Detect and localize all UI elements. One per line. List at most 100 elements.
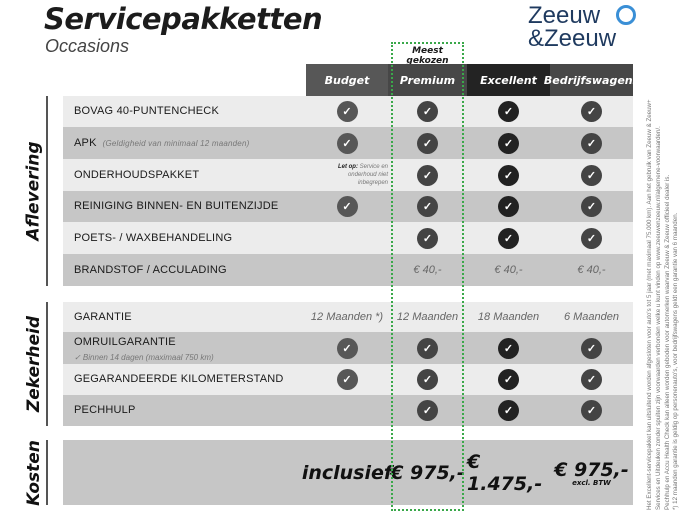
check-icon: ✓ [498, 164, 519, 186]
cell-bedrijfswagens: 6 Maanden [550, 302, 633, 332]
row-label: OMRUILGARANTIE [74, 336, 176, 348]
cell-value: 6 Maanden [563, 311, 620, 323]
cell-excellent: ✓ [467, 222, 550, 254]
cell-premium: ✓ [388, 395, 467, 426]
cell-budget [306, 254, 388, 286]
check-icon: ✓ [336, 132, 358, 154]
check-icon: ✓ [498, 400, 519, 421]
price: € 975,- [554, 458, 629, 481]
price: inclusief [301, 461, 393, 484]
check-icon: ✓ [417, 400, 438, 421]
cell-value: € 40,- [413, 264, 442, 276]
cell-budget: ✓ [306, 96, 388, 127]
footnote-line: Het Excellent-servicepakket kan uitsluit… [646, 99, 653, 510]
logo-line-1: Zeeuw [528, 2, 601, 29]
section-aflevering: Aflevering [14, 96, 54, 286]
check-icon: ✓ [581, 132, 602, 154]
cell-excellent: ✓ [467, 332, 550, 364]
cell-excellent: ✓ [467, 191, 550, 222]
table-row: GARANTIE 12 Maanden *) 12 Maanden 18 Maande… [63, 302, 633, 332]
check-icon: ✓ [417, 337, 438, 359]
row-label: GEGARANDEERDE KILOMETERSTAND [74, 373, 284, 385]
check-icon: ✓ [498, 369, 519, 390]
table-row: POETS- / WAXBEHANDELING ✓ ✓ ✓ [63, 222, 633, 254]
footnote-line: *) 12 maanden garantie is geldig op pers… [672, 212, 680, 510]
section-label: Aflevering [24, 141, 45, 241]
cell-budget: inclusief [302, 440, 392, 505]
check-icon: ✓ [498, 337, 519, 359]
check-icon: ✓ [417, 101, 438, 122]
table-row: ONDERHOUDSPAKKET Let op: Service en onder… [63, 159, 633, 191]
price: € 1.475,- [467, 450, 543, 495]
check-icon: ✓ [417, 227, 438, 249]
page-subtitle: Occasions [45, 36, 130, 56]
price-note: excl. BTW [572, 478, 611, 487]
check-icon: ✓ [581, 101, 602, 122]
table-row: BOVAG 40-PUNTENCHECK ✓ ✓ ✓ ✓ [63, 96, 633, 127]
cell-budget: Let op: Service en onderhoud niet inbegr… [306, 159, 388, 191]
table-row: GEGARANDEERDE KILOMETERSTAND ✓ ✓ ✓ ✓ [63, 364, 633, 395]
cell-budget [306, 395, 388, 426]
cell-value: 12 Maanden *) [310, 311, 384, 323]
check-icon: ✓ [498, 227, 519, 249]
check-icon: ✓ [498, 101, 519, 122]
row-label: ONDERHOUDSPAKKET [74, 168, 200, 181]
row-note: (Geldigheid van minimaal 12 maanden) [102, 138, 250, 148]
cell-bedrijfswagens: ✓ [550, 159, 633, 191]
cell-bedrijfswagens: ✓ [550, 364, 633, 395]
highlight-label: Meest gekozen [406, 46, 449, 66]
price: € 975,- [390, 461, 465, 484]
table-row: inclusief € 975,- € 1.475,- € 975,- excl. BT… [63, 440, 633, 505]
cell-excellent: ✓ [467, 127, 550, 159]
row-label: PECHHULP [74, 404, 136, 416]
letop-bold: Let op: [337, 164, 358, 170]
cell-premium: € 975,- [388, 440, 467, 505]
cell-premium: ✓ [388, 96, 467, 127]
column-header-budget: Budget [306, 64, 388, 96]
cell-premium: 12 Maanden [388, 302, 467, 332]
cell-bedrijfswagens: ✓ [550, 191, 633, 222]
page-title: Servicepakketten [44, 2, 323, 36]
cell-bedrijfswagens: ✓ [550, 222, 633, 254]
cell-budget [306, 222, 388, 254]
cell-budget: ✓ [306, 127, 388, 159]
section-divider [46, 96, 48, 286]
check-icon: ✓ [417, 196, 438, 217]
table-row: APK (Geldigheid van minimaal 12 maanden) ✓… [63, 127, 633, 159]
cell-value: € 40,- [577, 264, 606, 276]
logo: Zeeuw &Zeeuw [528, 4, 638, 54]
row-label: BRANDSTOF / ACCULADING [74, 263, 227, 276]
cell-bedrijfswagens: ✓ [550, 96, 633, 127]
check-icon: ✓ [336, 337, 358, 359]
check-icon: ✓ [498, 132, 519, 154]
column-header-excellent: Excellent [467, 64, 550, 96]
cell-bedrijfswagens: € 975,- excl. BTW [550, 440, 633, 505]
footnote-line: Pechhulp en Accu Health Check kan alleen… [663, 174, 671, 510]
row-label: BOVAG 40-PUNTENCHECK [74, 105, 219, 117]
column-header-bedrijfswagens: Bedrijfswagens [544, 64, 639, 96]
check-icon: ✓ [581, 369, 602, 390]
cell-excellent: ✓ [467, 395, 550, 426]
check-icon: ✓ [336, 196, 358, 217]
check-icon: ✓ [417, 369, 438, 390]
cell-budget: 12 Maanden *) [306, 302, 388, 332]
cell-value: 12 Maanden [396, 311, 459, 323]
cell-premium: ✓ [388, 159, 467, 191]
cell-excellent: ✓ [467, 159, 550, 191]
table-row: BRANDSTOF / ACCULADING € 40,- € 40,- € 40,- [63, 254, 633, 286]
cell-excellent: ✓ [467, 96, 550, 127]
cell-bedrijfswagens: ✓ [550, 395, 633, 426]
cell-budget: ✓ [306, 332, 388, 364]
letop-text: Service en onderhoud niet inbegrepen [347, 164, 388, 186]
cell-premium: ✓ [388, 222, 467, 254]
cell-budget: ✓ [306, 364, 388, 395]
cell-value: € 40,- [494, 264, 523, 276]
section-kosten: Kosten [14, 440, 54, 506]
cell-excellent: € 40,- [467, 254, 550, 286]
cell-bedrijfswagens: ✓ [550, 332, 633, 364]
cell-premium: ✓ [388, 332, 467, 364]
letop-note: Let op: Service en onderhoud niet inbegr… [318, 163, 388, 187]
cell-budget: ✓ [306, 191, 388, 222]
check-icon: ✓ [581, 227, 602, 249]
table-row: OMRUILGARANTIE ✓ Binnen 14 dagen (maximaa… [63, 332, 633, 364]
